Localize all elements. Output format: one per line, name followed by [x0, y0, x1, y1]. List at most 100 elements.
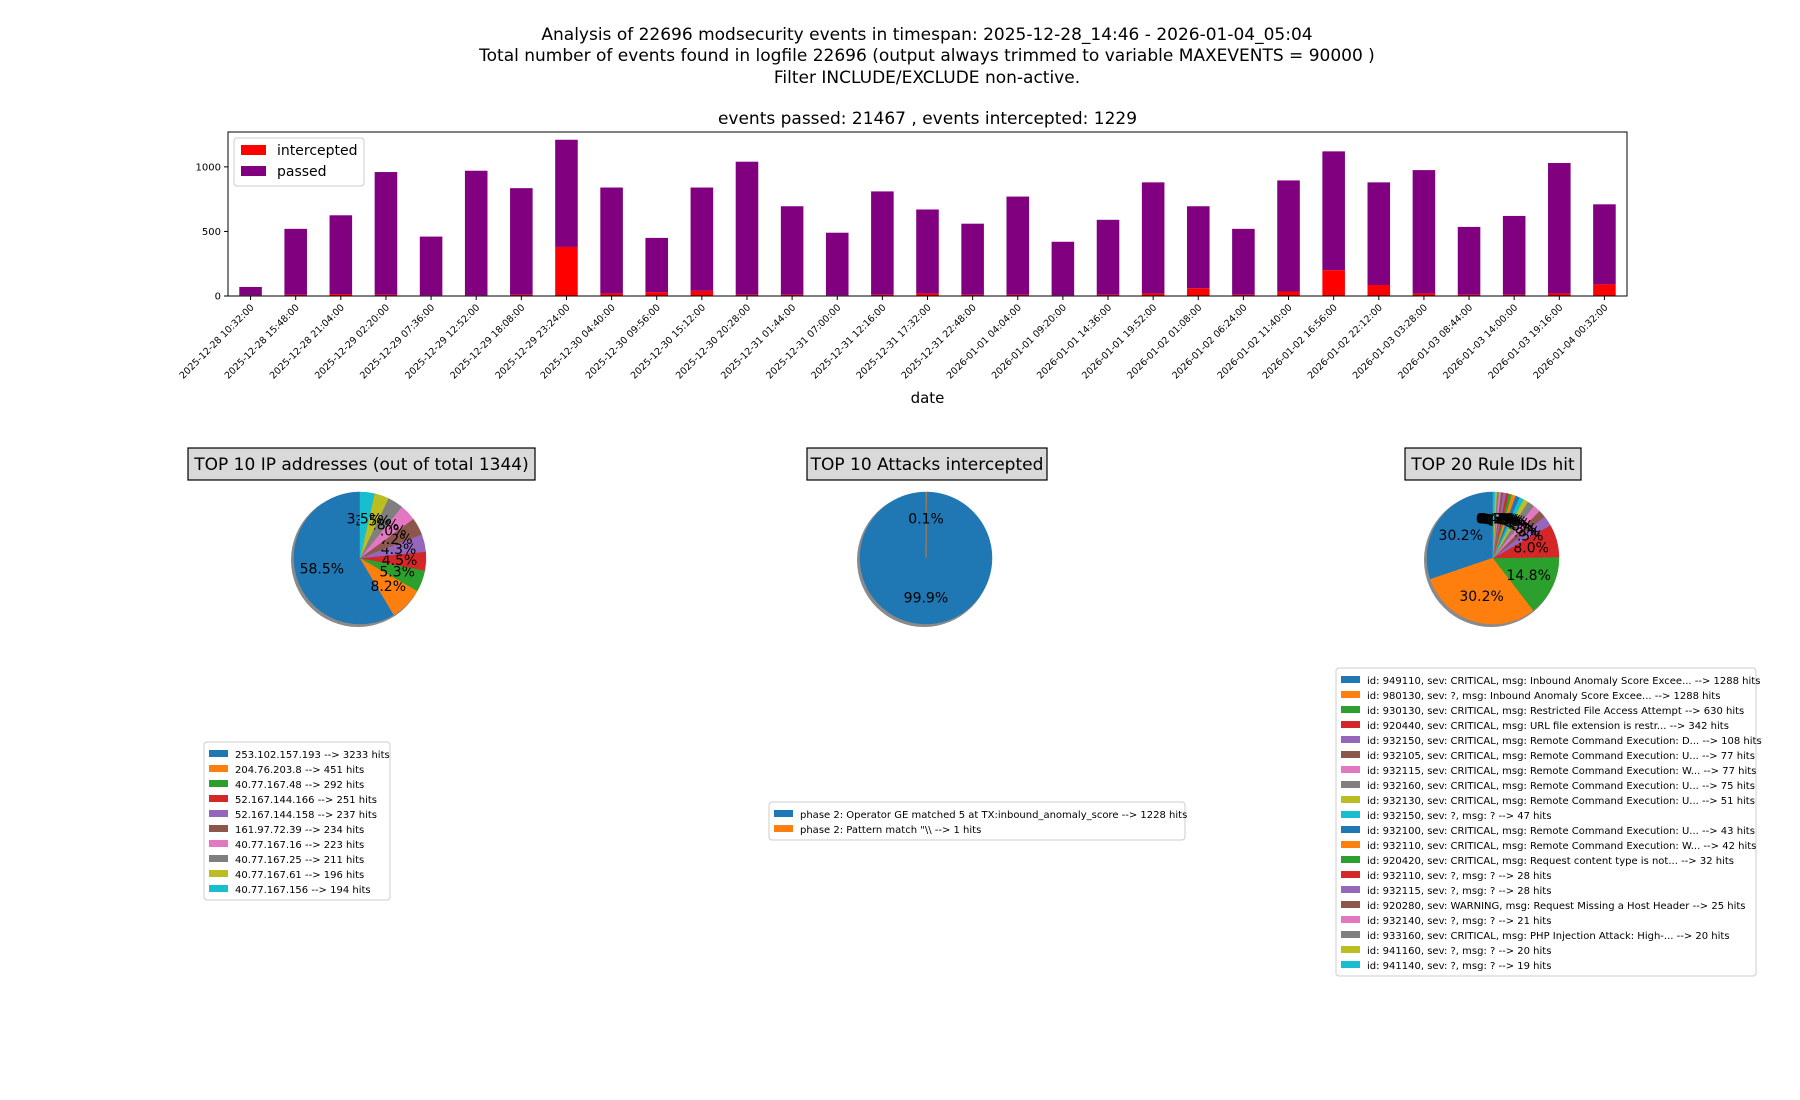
y-tick-label: 1000 [196, 162, 221, 173]
bar-passed [374, 172, 398, 295]
legend-label-intercepted: intercepted [277, 143, 358, 159]
bar-passed [1277, 180, 1300, 292]
pie-pct-label: 0.4% [1476, 511, 1512, 527]
bar-chart-title: events passed: 21467 , events intercepte… [718, 109, 1137, 129]
legend-swatch [209, 840, 228, 847]
x-tick-label: 2026-01-02 22:12:00 [1306, 302, 1385, 381]
legend-entry: 40.77.167.25 --> 211 hits [235, 855, 364, 866]
bar-intercepted [735, 294, 759, 296]
legend-entry: 161.97.72.39 --> 234 hits [235, 825, 364, 836]
legend-entry: id: 941140, sev: ?, msg: ? --> 19 hits [1367, 961, 1551, 972]
x-tick-label: 2026-01-03 19:16:00 [1486, 302, 1565, 381]
pie-pct-label: 0.5% [1479, 512, 1515, 528]
bar-passed [780, 206, 804, 295]
pie-pct-label: 0.7% [1484, 512, 1520, 528]
bar-passed [555, 139, 578, 247]
legend-entry: id: 930130, sev: CRITICAL, msg: Restrict… [1367, 706, 1744, 717]
bar-intercepted [510, 294, 533, 296]
bar-intercepted [284, 294, 307, 296]
bar-intercepted [1548, 293, 1571, 296]
bar-intercepted [961, 294, 984, 296]
legend-box [1335, 667, 1757, 977]
bar-intercepted [1593, 284, 1616, 296]
bar-legend: intercepted passed [233, 137, 365, 187]
legend-swatch [1341, 871, 1360, 878]
legend-swatch [209, 855, 228, 862]
legend-entry: id: 980130, sev: ?, msg: Inbound Anomaly… [1367, 691, 1720, 702]
rules-pie-chart: TOP 20 Rule IDs hit30.2%30.2%14.8%8.0%2.… [1335, 447, 1762, 977]
pie-slice [1492, 556, 1560, 611]
header-line-3: Filter INCLUDE/EXCLUDE non-active. [774, 68, 1080, 88]
pie-pct-label: 0.1% [908, 511, 944, 527]
pie-slice [1430, 557, 1534, 625]
legend-entry: id: 949110, sev: CRITICAL, msg: Inbound … [1367, 676, 1760, 687]
legend-swatch-intercepted [241, 145, 266, 155]
pie-title-background [1404, 447, 1582, 481]
legend-entry: id: 932130, sev: CRITICAL, msg: Remote C… [1367, 796, 1755, 807]
legend-swatch [1341, 736, 1360, 743]
x-tick-label: 2026-01-03 03:28:00 [1351, 302, 1430, 381]
bar-passed [916, 209, 939, 294]
bar-passed [1548, 162, 1571, 294]
legend-entry: id: 920280, sev: WARNING, msg: Request M… [1367, 901, 1746, 912]
pie-title-box: TOP 10 IP addresses (out of total 1344) [187, 447, 536, 481]
pie-title: TOP 10 IP addresses (out of total 1344) [193, 455, 528, 475]
x-tick-label: 2026-01-03 08:44:00 [1396, 302, 1475, 381]
legend-swatch [1341, 841, 1360, 848]
legend-box [203, 741, 391, 901]
pie-pct-label: 5.3% [379, 565, 415, 581]
bar-passed [735, 161, 759, 295]
bar-passed [1096, 219, 1120, 295]
x-tick-label: 2025-12-30 15:12:00 [629, 302, 708, 381]
bar-passed [1232, 228, 1255, 295]
legend-swatch [1341, 781, 1360, 788]
bar-passed [871, 191, 894, 295]
legend-entry: id: 920440, sev: CRITICAL, msg: URL file… [1367, 721, 1729, 732]
legend-swatch [774, 825, 793, 832]
x-tick-label: 2025-12-30 04:40:00 [539, 302, 618, 381]
x-tick-label: 2025-12-31 01:44:00 [719, 302, 798, 381]
bar-passed [329, 215, 353, 295]
pie-slice [293, 491, 395, 625]
x-tick-label: 2025-12-28 21:04:00 [268, 302, 347, 381]
legend-swatch [1341, 766, 1360, 773]
legend-entry: id: 932105, sev: CRITICAL, msg: Remote C… [1367, 751, 1755, 762]
legend-swatch [1341, 961, 1360, 968]
legend-swatch [1341, 721, 1360, 728]
bar-intercepted [374, 294, 398, 296]
bar-passed [1367, 182, 1391, 286]
legend-swatch [209, 750, 228, 757]
legend-entry: id: 920420, sev: CRITICAL, msg: Request … [1367, 856, 1734, 867]
legend-swatch [209, 810, 228, 817]
legend-entry: id: 933160, sev: CRITICAL, msg: PHP Inje… [1367, 931, 1730, 942]
legend-entry: id: 932100, sev: CRITICAL, msg: Remote C… [1367, 826, 1755, 837]
x-tick-label: 2025-12-29 18:08:00 [448, 302, 527, 381]
bar-passed [1593, 204, 1616, 285]
legend-entry: 52.167.144.158 --> 237 hits [235, 810, 377, 821]
pie-pct-label: 99.9% [904, 591, 948, 607]
pie-pct-label: 0.5% [1477, 511, 1513, 527]
x-tick-label: 2025-12-29 12:52:00 [403, 302, 482, 381]
legend-entry: 40.77.167.61 --> 196 hits [235, 870, 364, 881]
bar-passed [600, 187, 623, 294]
legend-swatch [209, 765, 228, 772]
x-tick-label: 2026-01-01 09:20:00 [990, 302, 1069, 381]
bar-intercepted [1502, 294, 1526, 296]
legend-entry: id: 932110, sev: CRITICAL, msg: Remote C… [1367, 841, 1756, 852]
x-tick-label: 2025-12-31 22:48:00 [900, 302, 979, 381]
pie-pct-label: 4.5% [382, 553, 418, 569]
bar-intercepted [1096, 294, 1120, 296]
bar-passed [510, 188, 533, 295]
x-tick-label: 2026-01-04 00:32:00 [1531, 302, 1610, 381]
legend-swatch [209, 825, 228, 832]
bar-passed [1051, 241, 1075, 296]
x-tick-label: 2026-01-03 14:00:00 [1441, 302, 1520, 381]
bar-intercepted [916, 293, 939, 296]
legend-swatch [1341, 826, 1360, 833]
bar-intercepted [645, 292, 669, 296]
x-tick-label: 2026-01-01 19:52:00 [1080, 302, 1159, 381]
bar-intercepted [555, 246, 578, 296]
bar-intercepted [1232, 294, 1255, 296]
pie-legend: 253.102.157.193 --> 3233 hits 204.76.203.… [203, 741, 391, 901]
pie-slice [359, 491, 375, 559]
